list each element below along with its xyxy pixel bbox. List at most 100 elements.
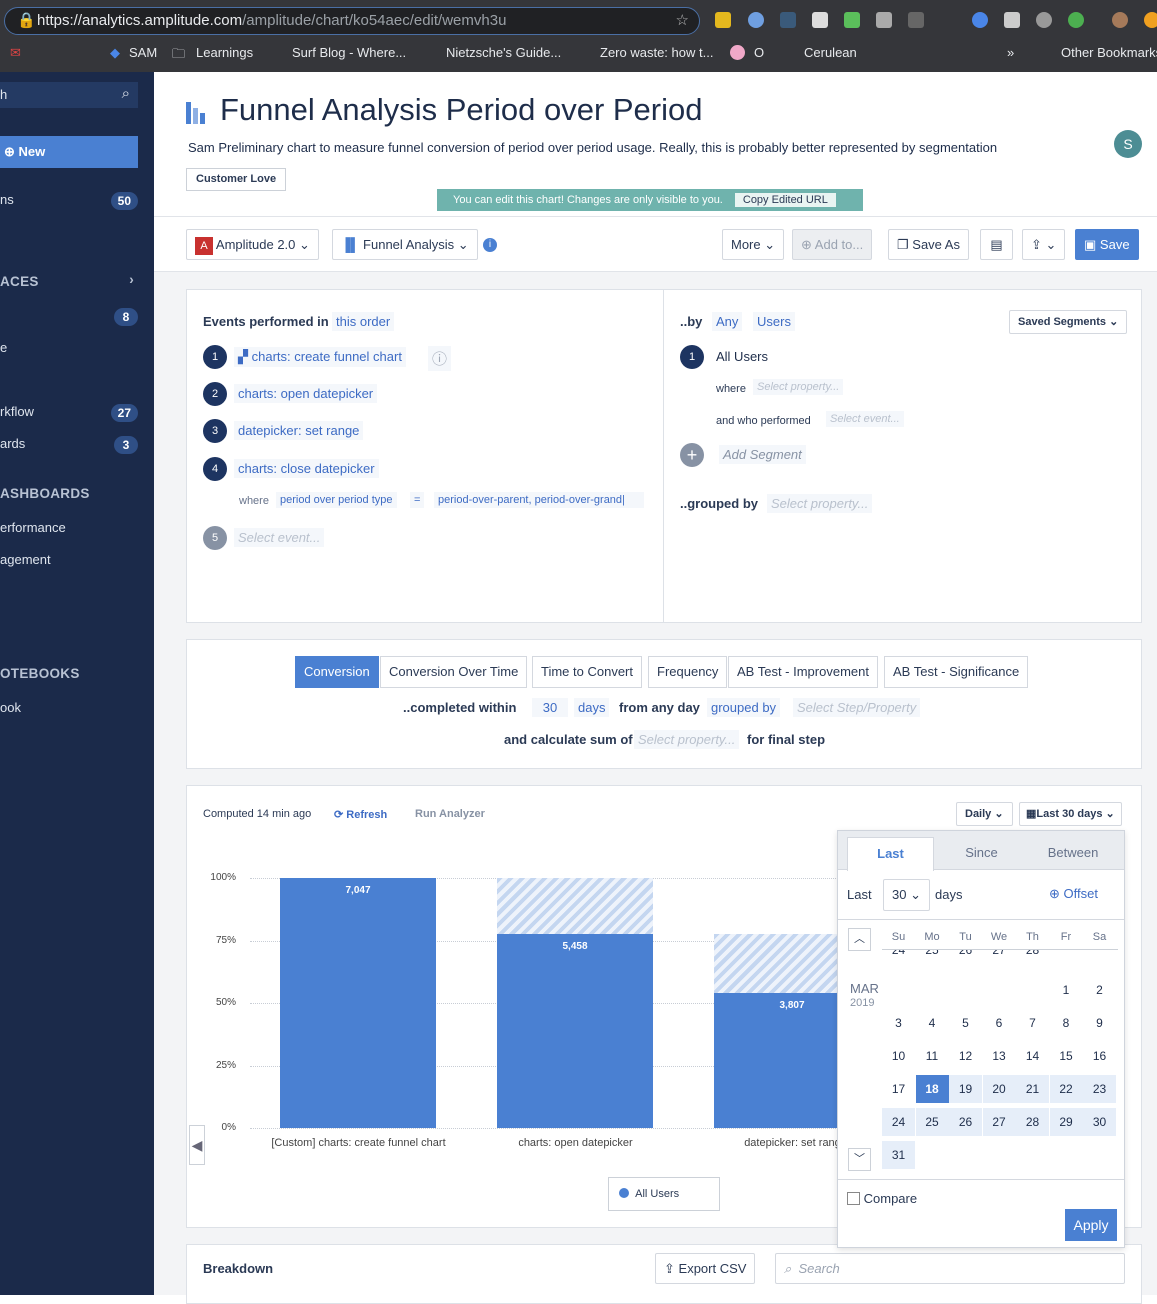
calendar-day[interactable]: 23	[1083, 1075, 1116, 1103]
sidebar-section-spaces[interactable]: ACES ›	[0, 272, 154, 289]
calendar-day[interactable]: 7	[1029, 1016, 1036, 1030]
add-segment-icon[interactable]: +	[680, 443, 704, 467]
select-property-input[interactable]: Select property...	[753, 379, 844, 395]
calendar-day[interactable]: 19	[949, 1075, 982, 1103]
checkbox[interactable]	[847, 1192, 860, 1205]
calendar-day[interactable]: 16	[1092, 1049, 1107, 1063]
property-dropdown[interactable]: period over period type	[276, 492, 397, 508]
calendar-day[interactable]: 17	[891, 1082, 906, 1096]
extension-icon[interactable]	[748, 12, 764, 28]
sidebar-item[interactable]: ards 3	[0, 436, 154, 454]
share-dropdown[interactable]: ⇪ ⌄	[1022, 229, 1066, 260]
offset-button[interactable]: ⊕ Offset	[1049, 886, 1098, 902]
save-button[interactable]: ▣ Save	[1075, 229, 1139, 260]
bookmark[interactable]: SAM	[129, 45, 158, 60]
step-property-input[interactable]: Select Step/Property	[793, 698, 921, 717]
sidebar-item[interactable]: erformance	[0, 520, 66, 535]
calendar-day[interactable]: 11	[925, 1049, 939, 1063]
calendar-day[interactable]: 22	[1049, 1075, 1083, 1103]
bookmark[interactable]: Cerulean	[804, 45, 857, 60]
calendar-day[interactable]: 13	[992, 1049, 1006, 1063]
calendar-day[interactable]: 30	[1083, 1108, 1116, 1136]
extension-icon[interactable]	[812, 12, 828, 28]
breakdown-search-input[interactable]: ⌕ Search	[775, 1253, 1125, 1284]
add-to-button[interactable]: ⊕ Add to...	[792, 229, 873, 260]
chevron-right-icon[interactable]: ›	[129, 272, 134, 287]
operator-dropdown[interactable]: =	[410, 492, 425, 508]
tab-conversion[interactable]: Conversion	[295, 656, 379, 688]
order-dropdown[interactable]: this order	[332, 312, 395, 331]
extension-icon[interactable]	[780, 12, 796, 28]
grouped-by-dropdown[interactable]: grouped by	[707, 698, 781, 717]
select-event-input[interactable]: Select event...	[234, 528, 325, 547]
bookmark[interactable]: Surf Blog - Where...	[292, 45, 407, 60]
tab-ab-improvement[interactable]: AB Test - Improvement	[728, 656, 878, 688]
chart-type-dropdown[interactable]: ▐▌ Funnel Analysis ⌄	[332, 229, 478, 260]
calendar-day[interactable]: 10	[891, 1049, 906, 1063]
calendar-day[interactable]: 2	[1096, 983, 1103, 997]
copy-edited-url-button[interactable]: Copy Edited URL	[734, 193, 836, 207]
sidebar-item[interactable]: 8	[0, 308, 154, 326]
info-icon[interactable]: ⓘ	[428, 346, 452, 371]
sidebar-item[interactable]: ns 50	[0, 192, 154, 210]
bookmark[interactable]: Learnings	[196, 45, 254, 60]
any-dropdown[interactable]: Any	[712, 312, 743, 331]
calendar-day[interactable]: 12	[958, 1049, 973, 1063]
sidebar-item[interactable]: ook	[0, 700, 21, 715]
from-any-day-label[interactable]: from any day	[619, 700, 700, 715]
avatar[interactable]: S	[1114, 130, 1142, 158]
calendar-day[interactable]: 15	[1059, 1049, 1073, 1063]
calendar-day[interactable]: 18	[915, 1075, 949, 1103]
users-dropdown[interactable]: Users	[753, 312, 795, 331]
extension-icon[interactable]	[1036, 12, 1052, 28]
date-range-dropdown[interactable]: ▦Last 30 days ⌄	[1019, 802, 1122, 826]
search-icon[interactable]: ⌕	[121, 85, 130, 102]
tab-time-to-convert[interactable]: Time to Convert	[532, 656, 642, 688]
calendar-day[interactable]: 26	[949, 1108, 982, 1136]
calendar-day[interactable]: 24	[882, 1108, 915, 1136]
calendar-day[interactable]: 29	[1049, 1108, 1083, 1136]
calendar-day[interactable]: 21	[1016, 1075, 1049, 1103]
calendar-day[interactable]: 27	[982, 1108, 1016, 1136]
calendar-day[interactable]: 28	[1016, 1108, 1049, 1136]
calendar-day[interactable]: 8	[1062, 1016, 1070, 1030]
days-count-dropdown[interactable]: 30 ⌄	[883, 879, 930, 911]
apply-button[interactable]: Apply	[1065, 1209, 1117, 1241]
calendar-day[interactable]: 4	[928, 1016, 936, 1030]
group-property-input[interactable]: Select property...	[767, 494, 873, 513]
refresh-button[interactable]: ⟳ Refresh	[334, 808, 387, 821]
new-button[interactable]: ⊕ New	[0, 136, 138, 168]
tab-frequency[interactable]: Frequency	[648, 656, 728, 688]
calendar-day[interactable]: 20	[982, 1075, 1016, 1103]
extension-icon[interactable]	[1004, 12, 1020, 28]
chart-legend[interactable]: All Users	[608, 1177, 720, 1211]
more-bookmarks[interactable]: »	[1007, 45, 1015, 60]
extension-icon[interactable]	[1144, 12, 1157, 28]
bookmark[interactable]: Nietzsche's Guide...	[446, 45, 562, 60]
calendar-day[interactable]: 1	[1062, 983, 1070, 997]
conversion-window-input[interactable]: 30	[532, 698, 568, 717]
sidebar-search[interactable]: h ⌕	[0, 82, 138, 108]
chart-description[interactable]: Sam Preliminary chart to measure funnel …	[188, 140, 998, 155]
sum-property-input[interactable]: Select property...	[634, 730, 740, 749]
chevron-up-icon[interactable]: ︿	[848, 928, 871, 951]
dropoff-bar[interactable]	[497, 878, 653, 935]
tab-since[interactable]: Since	[965, 845, 998, 860]
category-tag[interactable]: Customer Love	[186, 168, 287, 191]
add-segment-button[interactable]: Add Segment	[719, 445, 806, 464]
scroll-left-button[interactable]: ◀	[189, 1125, 205, 1165]
export-csv-button[interactable]: ⇪ Export CSV	[655, 1253, 756, 1284]
save-as-button[interactable]: ❐ Save As	[888, 229, 969, 260]
event-step-3[interactable]: datepicker: set range	[234, 421, 364, 440]
conversion-bar[interactable]	[497, 934, 653, 1128]
info-icon[interactable]: i	[483, 238, 497, 252]
tab-between[interactable]: Between	[1047, 845, 1099, 860]
sidebar-item[interactable]: agement	[0, 552, 51, 567]
extension-icon[interactable]	[1068, 12, 1084, 28]
tab-last[interactable]: Last	[847, 837, 934, 871]
saved-segments-dropdown[interactable]: Saved Segments ⌄	[1009, 310, 1128, 334]
comment-button[interactable]: ▤	[980, 229, 1013, 260]
calendar-day[interactable]: 9	[1096, 1016, 1103, 1030]
segment-name[interactable]: All Users	[716, 349, 769, 364]
sidebar-item[interactable]: rkflow 27	[0, 404, 154, 422]
